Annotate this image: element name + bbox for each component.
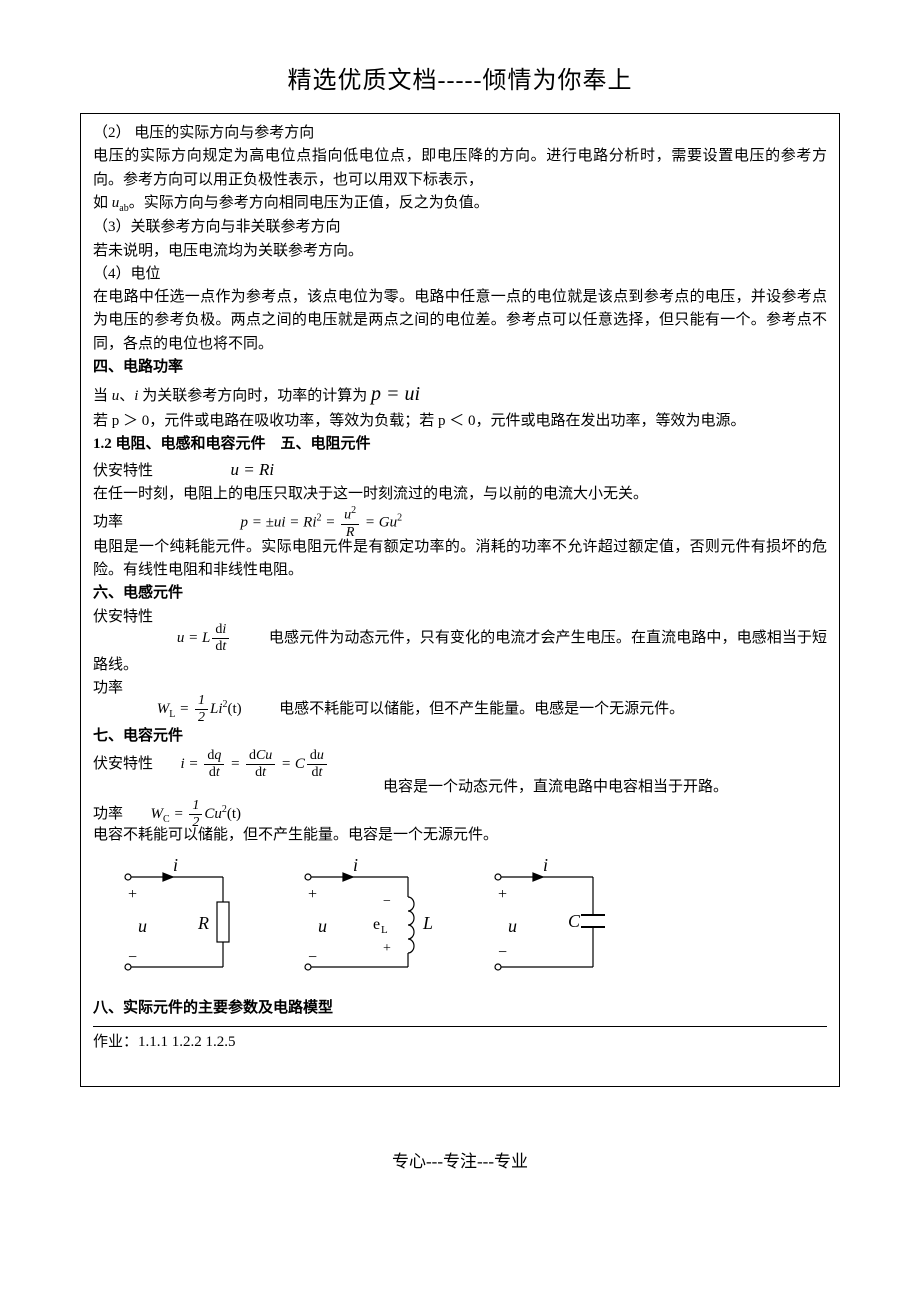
- section6-va: u = Lddiidt 电感元件为动态元件，只有变化的电流才会产生电压。在直流电…: [93, 623, 827, 677]
- svg-text:e: e: [373, 916, 380, 933]
- section7-p2: 电容不耗能可以储能，但不产生能量。电容是一个无源元件。: [93, 824, 827, 847]
- item2-title: （2） 电压的实际方向与参考方向: [93, 122, 827, 145]
- svg-text:L: L: [422, 913, 433, 933]
- homework: 作业：1.1.1 1.2.2 1.2.5: [93, 1031, 827, 1054]
- section6-power: WL = 12Li2(t) 电感不耗能可以储能，但不产生能量。电感是一个无源元件…: [93, 694, 827, 725]
- section5-p2: 电阻是一个纯耗能元件。实际电阻元件是有额定功率的。消耗的功率不允许超过额定值，否…: [93, 536, 827, 583]
- section8-title: 八、实际元件的主要参数及电路模型: [93, 997, 827, 1020]
- svg-text:C: C: [568, 911, 581, 931]
- section4-p2: 若 p ＞ 0，元件或电路在吸收功率，等效为负载；若 p ＜ 0，元件或电路在发…: [93, 410, 827, 433]
- capacitor-va-formula: i = dqdt = dCudt = Cdudt: [181, 749, 329, 780]
- svg-text:i: i: [543, 857, 548, 875]
- svg-text:+: +: [308, 886, 317, 903]
- item2-p2: 如 uab。实际方向与参考方向相同电压为正值，反之为负值。: [93, 192, 827, 217]
- svg-text:+: +: [498, 886, 507, 903]
- svg-text:+: +: [128, 886, 137, 903]
- resistor-power-formula: p = ±ui = Ri2 = u2R = Gu2: [241, 506, 403, 540]
- section7-p1: 电容是一个动态元件，直流电路中电容相当于开路。: [93, 776, 827, 799]
- item2-p1: 电压的实际方向规定为高电位点指向低电位点，即电压降的方向。进行电路分析时，需要设…: [93, 145, 827, 192]
- item3-p1: 若未说明，电压电流均为关联参考方向。: [93, 240, 827, 263]
- section4-p1: 当 u、i 为关联参考方向时，功率的计算为 p = ui: [93, 379, 827, 410]
- item4-p1: 在电路中任选一点作为参考点，该点电位为零。电路中任意一点的电位就是该点到参考点的…: [93, 286, 827, 356]
- section6-title: 六、电感元件: [93, 582, 827, 605]
- page-footer: 专心---专注---专业: [80, 1147, 840, 1172]
- svg-text:+: +: [383, 941, 391, 956]
- item3-title: （3）关联参考方向与非关联参考方向: [93, 216, 827, 239]
- power-formula: p = ui: [371, 383, 420, 405]
- svg-text:−: −: [308, 949, 317, 966]
- svg-text:−: −: [383, 894, 391, 909]
- divider: 作业：1.1.1 1.2.2 1.2.5: [93, 1026, 827, 1078]
- section7-title: 七、电容元件: [93, 725, 827, 748]
- svg-text:u: u: [318, 916, 327, 936]
- svg-text:L: L: [381, 924, 388, 936]
- page-header: 精选优质文档-----倾情为你奉上: [80, 60, 840, 95]
- section5-power: 功率 p = ±ui = Ri2 = u2R = Gu2: [93, 506, 827, 540]
- svg-text:i: i: [173, 857, 178, 875]
- svg-text:i: i: [353, 857, 358, 875]
- item4-title: （4）电位: [93, 263, 827, 286]
- capacitor-circuit-diagram: i + u C −: [483, 857, 633, 987]
- inductor-energy-formula: WL = 12Li2(t): [157, 694, 242, 725]
- section5-title: 1.2 电阻、电感和电容元件 五、电阻元件: [93, 433, 827, 456]
- svg-text:−: −: [128, 949, 137, 966]
- circuit-diagrams: i + u R − i + u: [113, 857, 827, 987]
- section5-va: 伏安特性 u = Ri: [93, 457, 827, 483]
- svg-text:u: u: [508, 916, 517, 936]
- svg-text:u: u: [138, 916, 147, 936]
- section5-p1: 在任一时刻，电阻上的电压只取决于这一时刻流过的电流，与以前的电流大小无关。: [93, 483, 827, 506]
- inductor-circuit-diagram: i + u − e L + L −: [293, 857, 453, 987]
- svg-text:−: −: [498, 944, 507, 961]
- inductor-va-formula: u = Lddiidt: [177, 623, 231, 654]
- section6-p2: 电感不耗能可以储能，但不产生能量。电感是一个无源元件。: [279, 701, 684, 717]
- resistor-va-formula: u = Ri: [231, 460, 275, 479]
- content-box: （2） 电压的实际方向与参考方向 电压的实际方向规定为高电位点指向低电位点，即电…: [80, 113, 840, 1087]
- section4-title: 四、电路功率: [93, 356, 827, 379]
- resistor-circuit-diagram: i + u R −: [113, 857, 263, 987]
- svg-text:R: R: [197, 913, 209, 933]
